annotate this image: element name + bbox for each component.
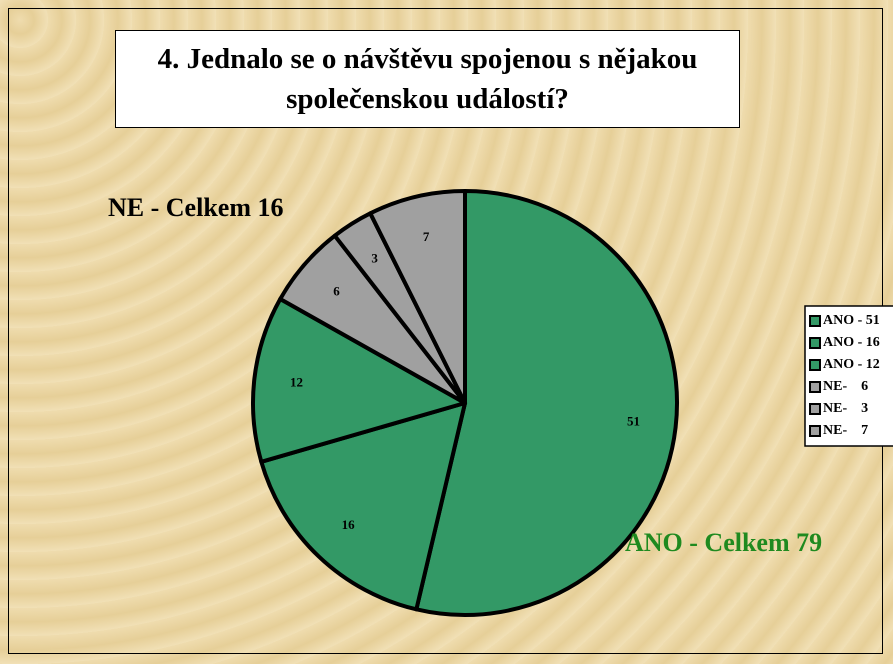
pie-slice xyxy=(414,189,679,617)
legend-label: ANO - 12 xyxy=(823,357,880,372)
data-label: 12 xyxy=(290,374,303,389)
data-label: 3 xyxy=(371,250,378,265)
legend-label: NE- 6 xyxy=(823,379,868,394)
legend-swatch xyxy=(809,403,821,415)
data-label: 6 xyxy=(333,283,340,298)
legend-swatch xyxy=(809,381,821,393)
chart-title: 4. Jednalo se o návštěvu spojenou s něja… xyxy=(115,30,740,128)
legend-label: NE- 3 xyxy=(823,401,868,416)
legend-swatch xyxy=(809,337,821,349)
pie-slice xyxy=(259,401,467,612)
legend-box xyxy=(804,305,893,447)
legend-label: ANO - 51 xyxy=(823,313,880,328)
pie-slice xyxy=(368,189,467,405)
annotation: ANO - Celkem 79 xyxy=(625,528,822,557)
data-label: 16 xyxy=(342,517,356,532)
legend-label: ANO - 16 xyxy=(823,335,880,350)
annotation: NE - Celkem 16 xyxy=(108,193,283,222)
pie-slice xyxy=(251,297,467,464)
legend-swatch xyxy=(809,315,821,327)
legend-swatch xyxy=(809,359,821,371)
data-label: 51 xyxy=(627,414,640,429)
legend-label: NE- 7 xyxy=(823,423,868,438)
data-label: 7 xyxy=(423,229,430,244)
legend-swatch xyxy=(809,425,821,437)
